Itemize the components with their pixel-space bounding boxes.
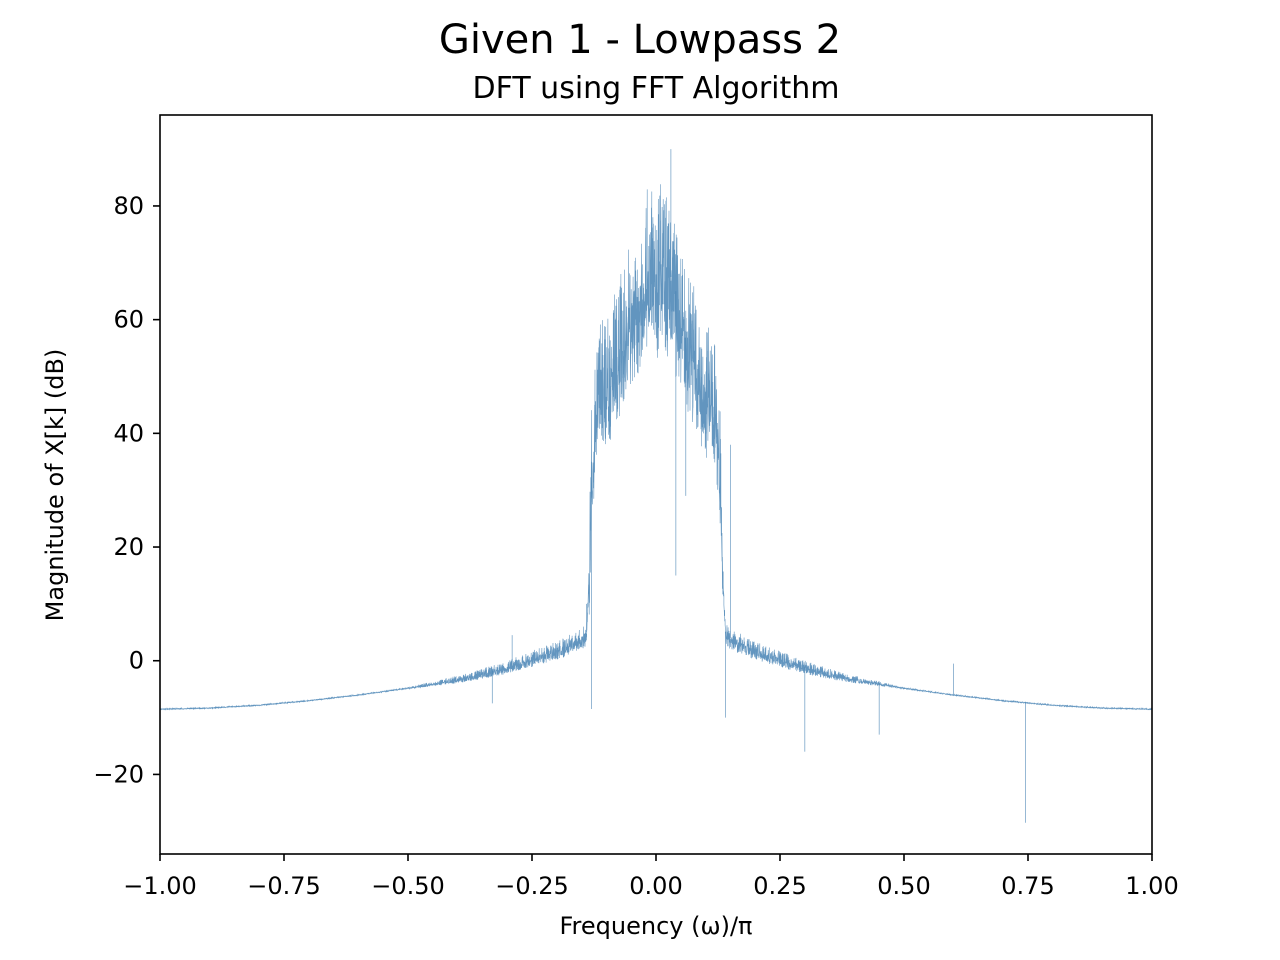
- y-tick-label: 20: [113, 533, 144, 561]
- x-tick-label: 0.00: [629, 872, 682, 900]
- y-tick-label: 40: [113, 419, 144, 447]
- y-axis: −20 0 20 40 60 80: [93, 192, 160, 788]
- x-tick-label: 0.50: [877, 872, 930, 900]
- x-tick-label: −1.00: [123, 872, 197, 900]
- x-tick-label: 1.00: [1125, 872, 1178, 900]
- y-tick-label: 0: [129, 647, 144, 675]
- x-tick-label: −0.75: [247, 872, 321, 900]
- x-tick-label: 0.25: [753, 872, 806, 900]
- y-axis-label: Magnitude of X[k] (dB): [41, 349, 69, 622]
- x-tick-label: −0.50: [371, 872, 445, 900]
- x-tick-label: 0.75: [1001, 872, 1054, 900]
- chart-title: Given 1 - Lowpass 2: [439, 17, 841, 63]
- x-tick-label: −0.25: [495, 872, 569, 900]
- y-tick-label: 80: [113, 192, 144, 220]
- x-axis-label: Frequency (ω)/π: [560, 912, 753, 940]
- chart-subtitle: DFT using FFT Algorithm: [472, 71, 839, 106]
- x-axis: −1.00 −0.75 −0.50 −0.25 0.00 0.25 0.50 0.75 1.00: [123, 854, 1179, 900]
- plot-area: [160, 149, 1152, 823]
- y-tick-label: 60: [113, 306, 144, 334]
- y-tick-label: −20: [93, 760, 144, 788]
- series-line: [160, 184, 1152, 711]
